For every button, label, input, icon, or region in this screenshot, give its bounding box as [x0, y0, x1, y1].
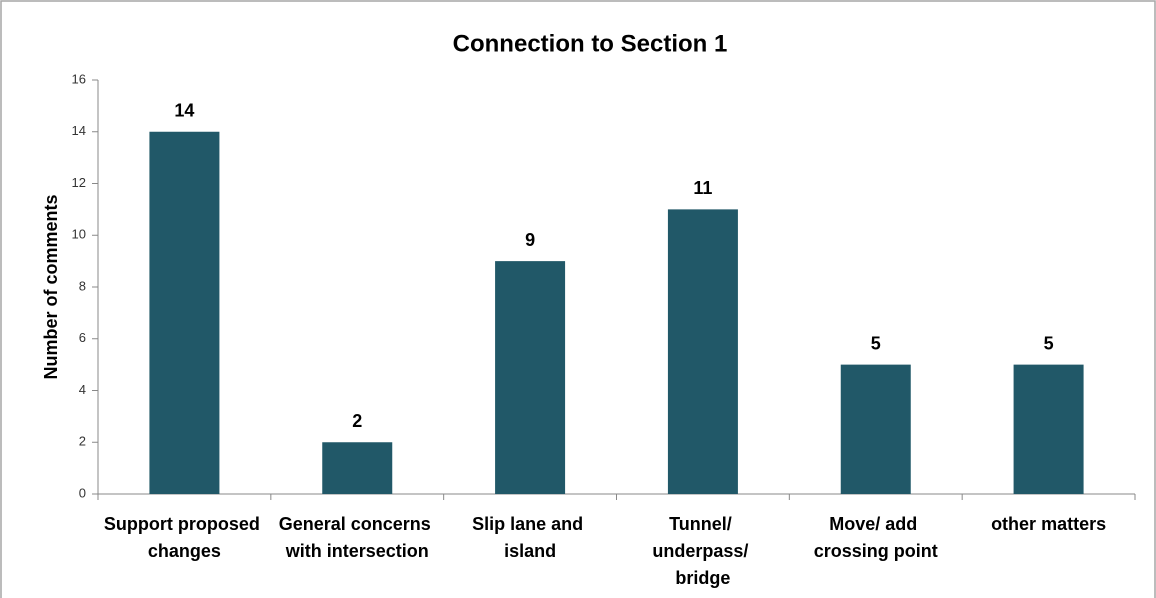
y-tick-label: 0: [79, 485, 86, 500]
y-tick-label: 16: [72, 71, 86, 86]
y-tick-label: 14: [72, 123, 86, 138]
y-axis-label: Number of comments: [41, 194, 61, 379]
y-tick-label: 10: [72, 227, 86, 242]
x-tick-label: Tunnel/ underpass/ bridge: [652, 514, 753, 588]
chart-title: Connection to Section 1: [453, 30, 728, 57]
y-tick-label: 4: [79, 382, 86, 397]
bar: [840, 364, 911, 494]
data-label: 5: [1044, 333, 1054, 353]
bar: [1013, 364, 1084, 494]
x-tick-label: Move/ add crossing point: [814, 514, 938, 561]
x-tick-label: other matters: [991, 514, 1106, 534]
y-tick-label: 12: [72, 175, 86, 190]
bar: [149, 131, 220, 494]
data-label: 9: [525, 230, 535, 250]
data-label: 5: [871, 333, 881, 353]
bar: [667, 209, 738, 494]
x-tick-label: Slip lane and island: [472, 514, 588, 561]
y-tick-label: 6: [79, 330, 86, 345]
y-tick-label: 2: [79, 434, 86, 449]
data-label: 11: [693, 178, 712, 198]
data-label: 14: [174, 101, 194, 121]
data-label: 2: [352, 411, 362, 431]
bar: [322, 442, 393, 494]
x-tick-label: General concerns with intersection: [279, 514, 436, 561]
bar: [495, 261, 566, 494]
x-tick-label: Support proposed changes: [104, 514, 265, 561]
y-tick-label: 8: [79, 278, 86, 293]
